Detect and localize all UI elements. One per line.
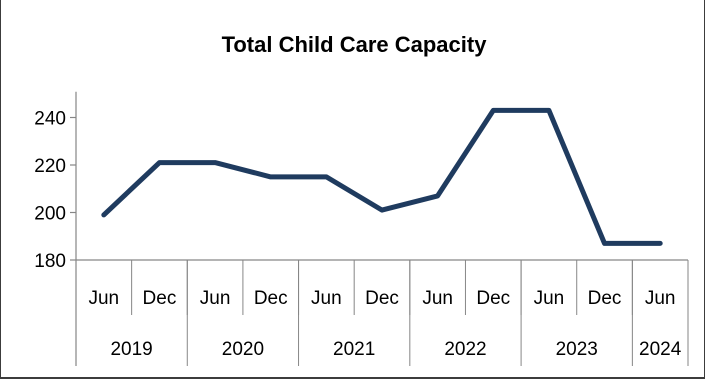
x-tick-label: Dec	[476, 288, 510, 309]
year-group-label: 2022	[444, 339, 486, 360]
x-tick-label: Dec	[143, 288, 177, 309]
x-tick-label: Jun	[422, 288, 453, 309]
y-tick-label: 240	[34, 109, 66, 130]
year-group-label: 2024	[639, 339, 682, 360]
x-tick-label: Jun	[88, 288, 119, 309]
axes: 180 200 220 240 Jun Dec Jun Dec Jun Dec Jun Dec Jun D…	[34, 91, 689, 366]
y-tick-label: 180	[34, 251, 66, 272]
series-line	[101, 107, 663, 246]
x-tick-label: Jun	[311, 288, 342, 309]
year-group-label: 2020	[222, 339, 264, 360]
x-tick-label: Dec	[254, 288, 288, 309]
x-tick-label: Jun	[645, 288, 676, 309]
x-tick-label: Dec	[365, 288, 399, 309]
year-group-label: 2023	[556, 339, 598, 360]
year-group-label: 2019	[110, 339, 152, 360]
x-tick-label: Jun	[200, 288, 231, 309]
x-tick-label: Dec	[588, 288, 622, 309]
y-tick-label: 220	[34, 156, 66, 177]
y-tick-label: 200	[34, 204, 66, 225]
x-tick-label: Jun	[534, 288, 565, 309]
year-group-label: 2021	[333, 339, 375, 360]
plot-area	[101, 107, 663, 246]
chart-title: Total Child Care Capacity	[222, 32, 488, 57]
